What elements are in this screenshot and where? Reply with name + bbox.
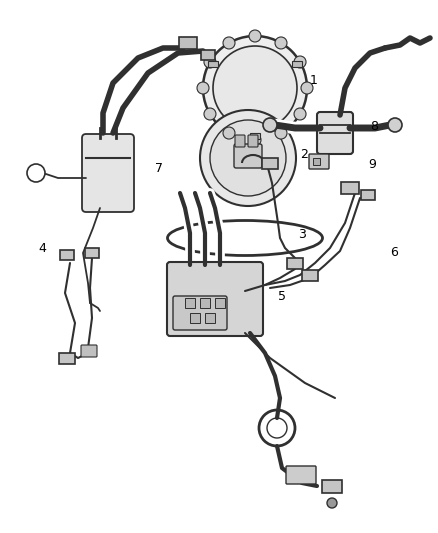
Circle shape: [200, 110, 296, 206]
Bar: [59, 352, 75, 364]
Circle shape: [388, 118, 402, 132]
Text: 9: 9: [368, 158, 376, 172]
Text: 8: 8: [370, 119, 378, 133]
Bar: [292, 61, 302, 67]
FancyBboxPatch shape: [235, 135, 245, 147]
Circle shape: [210, 120, 286, 196]
Circle shape: [327, 498, 337, 508]
Bar: [215, 298, 225, 308]
Circle shape: [249, 30, 261, 42]
Circle shape: [204, 108, 216, 120]
Circle shape: [223, 37, 235, 49]
Bar: [341, 182, 359, 194]
Text: 7: 7: [155, 161, 163, 174]
Bar: [302, 270, 318, 280]
Bar: [208, 61, 219, 67]
Circle shape: [301, 82, 313, 94]
Bar: [190, 313, 200, 323]
Circle shape: [203, 36, 307, 140]
Bar: [179, 37, 197, 49]
FancyBboxPatch shape: [286, 466, 316, 484]
Circle shape: [204, 56, 216, 68]
Bar: [250, 133, 260, 139]
FancyBboxPatch shape: [82, 134, 134, 212]
Bar: [185, 298, 195, 308]
Circle shape: [213, 46, 297, 130]
Circle shape: [294, 56, 306, 68]
FancyBboxPatch shape: [81, 345, 97, 357]
Text: 2: 2: [300, 149, 308, 161]
Text: 4: 4: [38, 241, 46, 254]
FancyBboxPatch shape: [317, 112, 353, 154]
FancyBboxPatch shape: [309, 154, 329, 169]
Circle shape: [275, 37, 287, 49]
Circle shape: [197, 82, 209, 94]
FancyBboxPatch shape: [248, 135, 258, 147]
Bar: [262, 157, 278, 168]
Bar: [205, 313, 215, 323]
Text: 3: 3: [298, 229, 306, 241]
FancyBboxPatch shape: [167, 262, 263, 336]
Circle shape: [27, 164, 45, 182]
Text: 5: 5: [278, 289, 286, 303]
Text: 1: 1: [310, 74, 318, 86]
Bar: [313, 158, 320, 165]
Bar: [60, 250, 74, 260]
Bar: [201, 50, 215, 60]
Bar: [200, 298, 210, 308]
Circle shape: [275, 127, 287, 139]
Bar: [322, 480, 342, 492]
Bar: [361, 190, 375, 200]
Circle shape: [294, 108, 306, 120]
Circle shape: [223, 127, 235, 139]
FancyBboxPatch shape: [173, 296, 227, 330]
Bar: [287, 257, 303, 269]
Bar: [85, 248, 99, 258]
Circle shape: [249, 134, 261, 146]
FancyBboxPatch shape: [234, 144, 262, 168]
Circle shape: [263, 118, 277, 132]
Text: 6: 6: [390, 246, 398, 260]
